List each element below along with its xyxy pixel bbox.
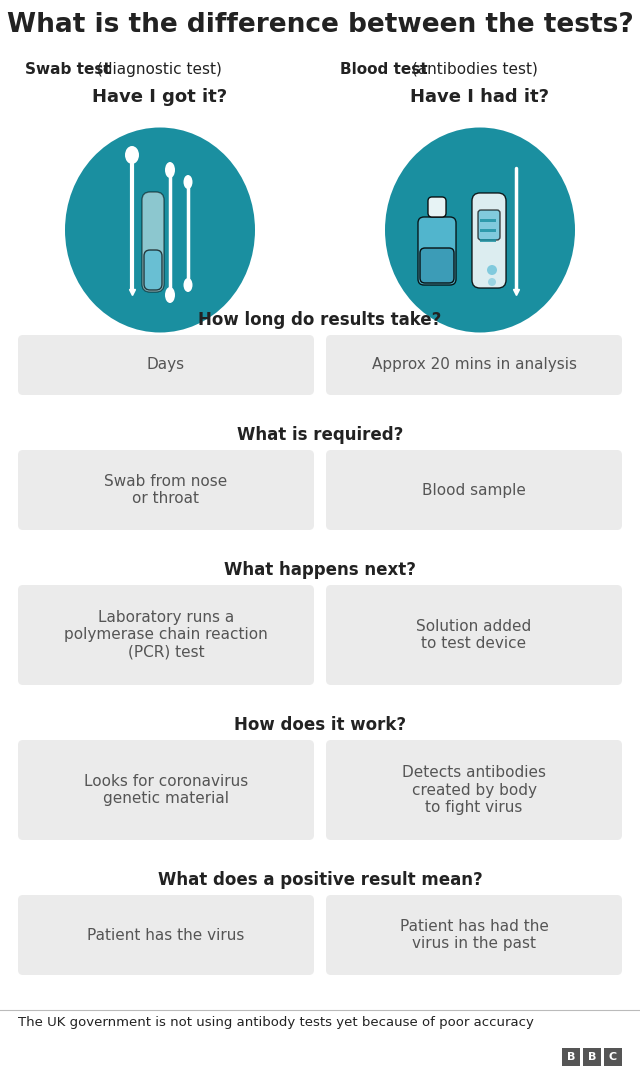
- Text: Looks for coronavirus
genetic material: Looks for coronavirus genetic material: [84, 774, 248, 806]
- Bar: [480, 229, 496, 232]
- Text: What is the difference between the tests?: What is the difference between the tests…: [6, 12, 634, 38]
- Text: What happens next?: What happens next?: [224, 561, 416, 579]
- Ellipse shape: [487, 265, 497, 275]
- FancyBboxPatch shape: [18, 895, 314, 975]
- Ellipse shape: [165, 286, 175, 303]
- Bar: [480, 219, 496, 222]
- FancyBboxPatch shape: [326, 450, 622, 530]
- FancyBboxPatch shape: [478, 210, 500, 240]
- Text: B: B: [588, 1052, 596, 1062]
- FancyBboxPatch shape: [428, 197, 446, 217]
- Text: Blood test: Blood test: [340, 62, 428, 77]
- Text: Approx 20 mins in analysis: Approx 20 mins in analysis: [371, 358, 577, 373]
- FancyBboxPatch shape: [326, 335, 622, 395]
- Ellipse shape: [184, 175, 193, 189]
- Text: What does a positive result mean?: What does a positive result mean?: [157, 871, 483, 889]
- Text: (diagnostic test): (diagnostic test): [92, 62, 222, 77]
- Text: B: B: [567, 1052, 575, 1062]
- FancyBboxPatch shape: [18, 450, 314, 530]
- Text: (antibodies test): (antibodies test): [407, 62, 538, 77]
- FancyBboxPatch shape: [144, 250, 162, 290]
- Text: The UK government is not using antibody tests yet because of poor accuracy: The UK government is not using antibody …: [18, 1016, 534, 1029]
- Ellipse shape: [125, 146, 139, 164]
- Text: Detects antibodies
created by body
to fight virus: Detects antibodies created by body to fi…: [402, 765, 546, 815]
- FancyBboxPatch shape: [18, 740, 314, 840]
- Text: Patient has had the
virus in the past: Patient has had the virus in the past: [399, 919, 548, 951]
- FancyBboxPatch shape: [604, 1047, 622, 1066]
- FancyBboxPatch shape: [472, 193, 506, 288]
- Text: Have I got it?: Have I got it?: [92, 88, 228, 106]
- Ellipse shape: [184, 278, 193, 292]
- Text: Have I had it?: Have I had it?: [410, 88, 550, 106]
- Text: Swab from nose
or throat: Swab from nose or throat: [104, 473, 228, 506]
- Text: C: C: [609, 1052, 617, 1062]
- Text: Days: Days: [147, 358, 185, 373]
- Ellipse shape: [165, 162, 175, 178]
- Ellipse shape: [488, 278, 496, 286]
- Bar: [480, 239, 496, 242]
- Text: How long do results take?: How long do results take?: [198, 311, 442, 329]
- FancyBboxPatch shape: [583, 1047, 601, 1066]
- Text: What is required?: What is required?: [237, 426, 403, 444]
- FancyBboxPatch shape: [326, 740, 622, 840]
- FancyBboxPatch shape: [18, 585, 314, 685]
- Text: Blood sample: Blood sample: [422, 482, 526, 497]
- Text: Laboratory runs a
polymerase chain reaction
(PCR) test: Laboratory runs a polymerase chain react…: [64, 610, 268, 659]
- FancyBboxPatch shape: [326, 895, 622, 975]
- Text: Solution added
to test device: Solution added to test device: [417, 618, 532, 651]
- FancyBboxPatch shape: [562, 1047, 580, 1066]
- FancyBboxPatch shape: [142, 192, 164, 292]
- Ellipse shape: [65, 128, 255, 333]
- Text: Swab test: Swab test: [25, 62, 111, 77]
- Text: How does it work?: How does it work?: [234, 716, 406, 734]
- FancyBboxPatch shape: [420, 248, 454, 283]
- Ellipse shape: [385, 128, 575, 333]
- FancyBboxPatch shape: [326, 585, 622, 685]
- Text: Patient has the virus: Patient has the virus: [87, 927, 244, 943]
- FancyBboxPatch shape: [18, 335, 314, 395]
- FancyBboxPatch shape: [418, 217, 456, 285]
